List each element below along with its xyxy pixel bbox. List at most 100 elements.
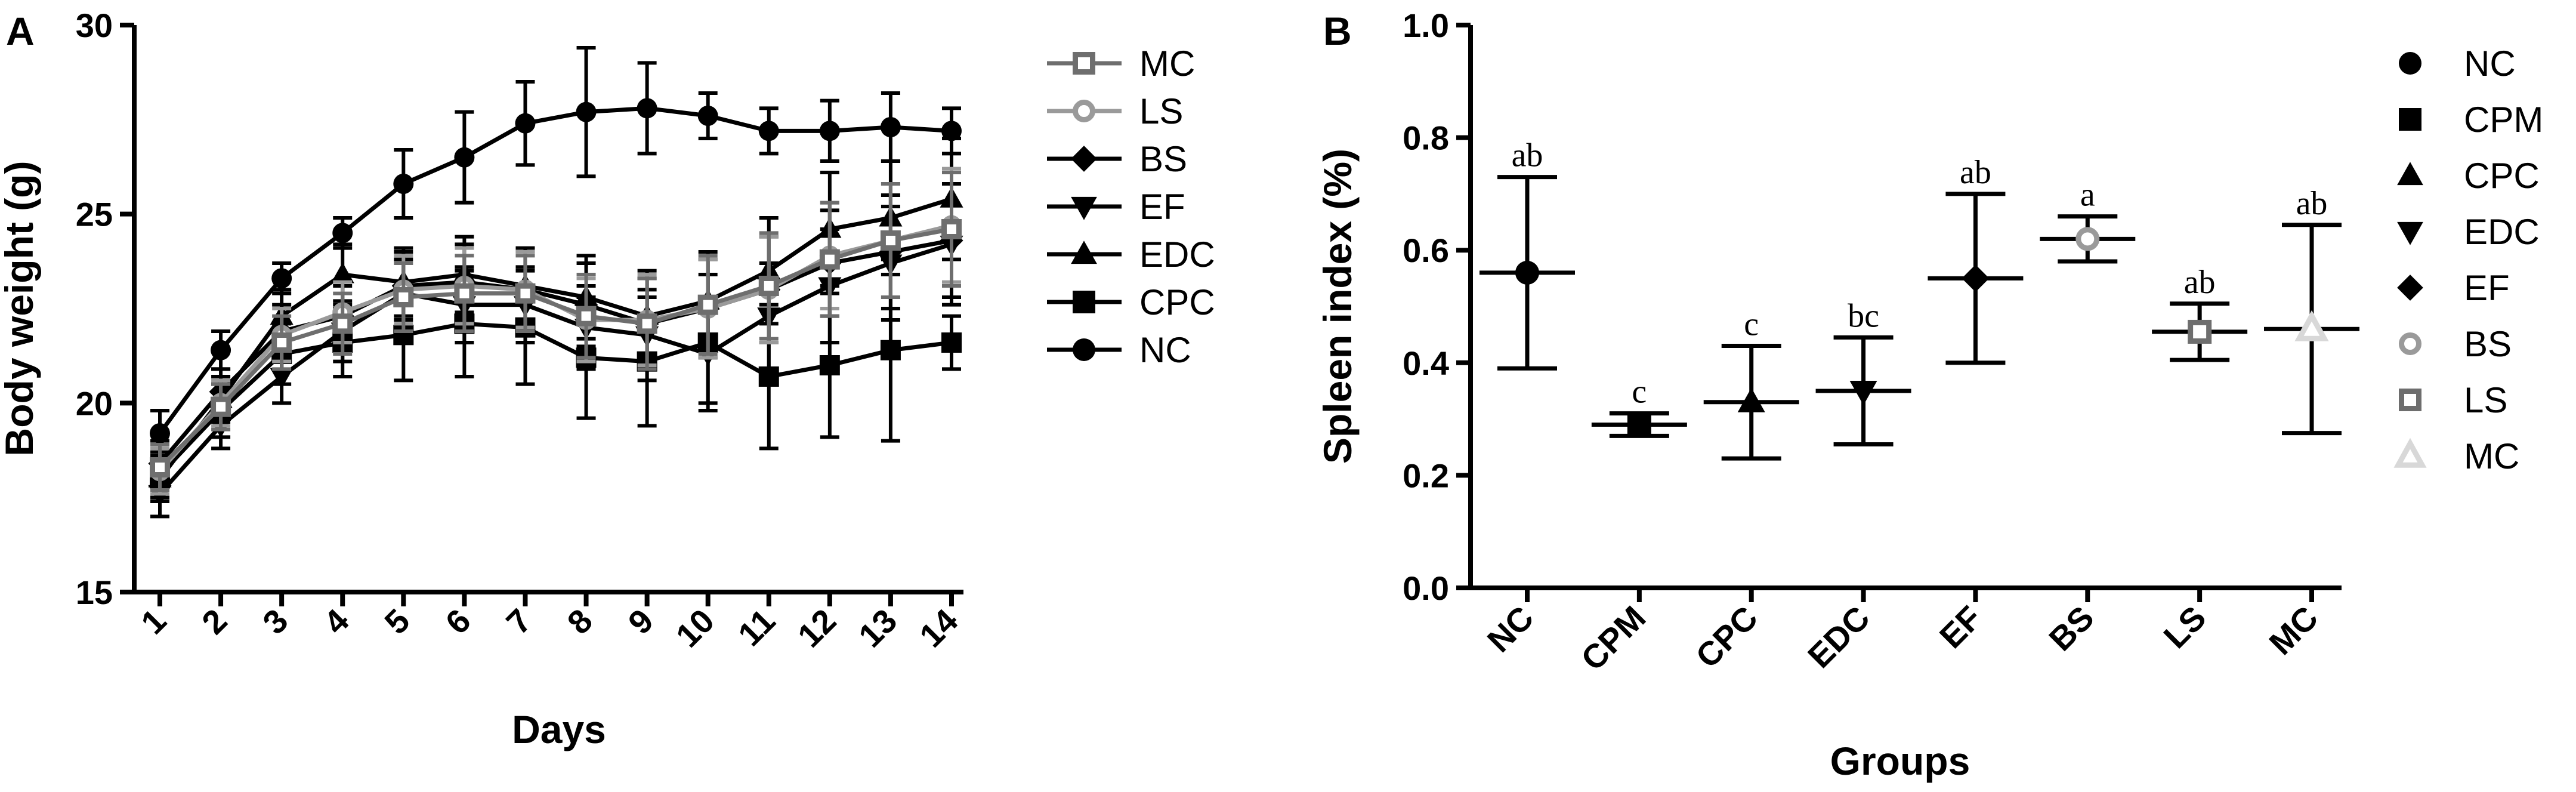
legend-item-bs: BS — [2399, 324, 2512, 364]
panel-a-y-ticks: 15 20 25 30 — [76, 7, 134, 611]
data-point — [880, 117, 901, 137]
legend-item-edc: EDC — [2397, 212, 2540, 252]
panel-a-legend: MC LS BS EF EDC CPC NC — [1047, 44, 1215, 370]
legend-label: CPC — [2464, 156, 2540, 196]
x-tick-label: 1 — [134, 602, 174, 642]
series-line — [158, 321, 952, 477]
panel-b-x-axis-title: Groups — [1830, 739, 1970, 783]
panel-b-y-axis-title: Spleen index (%) — [1315, 149, 1360, 464]
data-point — [393, 174, 414, 194]
panel-a-y-axis-title: Body weight (g) — [0, 161, 41, 457]
legend-marker — [2399, 108, 2421, 131]
legend-label: NC — [2464, 44, 2516, 84]
legend-marker — [2399, 52, 2421, 75]
x-tick-label: 12 — [790, 602, 844, 655]
legend-label: EF — [1139, 187, 1185, 227]
legend-marker — [2397, 221, 2423, 245]
x-tick-label: 5 — [377, 602, 417, 642]
legend-item-mc: MC — [1047, 44, 1195, 84]
legend-label: LS — [1139, 91, 1183, 131]
legend-marker — [2399, 332, 2421, 355]
x-tick-label: 14 — [912, 602, 965, 655]
data-point — [880, 340, 901, 360]
significance-label: c — [1744, 306, 1759, 343]
x-tick-label: LS — [2156, 599, 2213, 655]
x-tick-label: 8 — [560, 602, 600, 642]
x-tick-label: 4 — [316, 602, 356, 642]
panel-a-x-ticks: 1 2 3 4 5 6 7 8 9 10 11 12 13 14 — [134, 592, 965, 655]
series-nc — [150, 46, 962, 458]
group-ls: ab — [2152, 264, 2248, 362]
significance-label: ab — [1512, 137, 1543, 174]
panel-b-spleen-index-chart: B 0.0 0.2 0.4 0.6 0.8 1.0 NC CPM CPC EDC EF BS LS MC… — [1315, 7, 2543, 783]
legend-item-bs: BS — [1047, 139, 1187, 179]
y-tick-label: 25 — [76, 196, 113, 233]
data-point — [697, 106, 718, 126]
data-point — [576, 101, 597, 122]
legend-label: CPC — [1139, 282, 1215, 322]
data-point — [150, 423, 170, 443]
y-tick-label: 0.6 — [1403, 232, 1449, 269]
data-point — [515, 283, 536, 304]
legend-item-ls: LS — [1047, 91, 1183, 131]
data-point — [1849, 380, 1877, 405]
legend-item-cpm: CPM — [2399, 100, 2543, 140]
legend-label: EDC — [1139, 235, 1215, 275]
legend-marker — [1073, 52, 1095, 75]
data-point — [454, 283, 475, 304]
panel-b-y-ticks: 0.0 0.2 0.4 0.6 0.8 1.0 — [1403, 7, 1471, 607]
legend-marker — [2397, 275, 2423, 301]
legend-label: EDC — [2464, 212, 2540, 252]
data-point — [271, 332, 292, 353]
legend-label: BS — [2464, 324, 2512, 364]
data-point — [454, 147, 475, 168]
x-tick-label: 7 — [499, 602, 539, 642]
legend-marker — [1071, 241, 1097, 264]
significance-label: ab — [1960, 154, 1991, 191]
data-point — [1737, 387, 1765, 412]
legend-item-edc: EDC — [1047, 235, 1215, 275]
y-tick-label: 0.8 — [1403, 119, 1449, 157]
legend-marker — [1073, 291, 1095, 313]
legend-marker — [1071, 146, 1097, 172]
data-point — [941, 121, 962, 141]
x-tick-label: BS — [2041, 599, 2101, 658]
data-point — [758, 121, 779, 141]
data-point — [211, 340, 231, 360]
panel-b-x-ticks: NC CPM CPC EDC EF BS LS MC — [1480, 588, 2325, 677]
y-tick-label: 0.2 — [1403, 457, 1449, 494]
data-point — [270, 368, 294, 389]
significance-label: c — [1632, 374, 1647, 411]
data-point — [211, 396, 231, 417]
group-ef: ab — [1928, 154, 2024, 365]
data-point — [2075, 227, 2100, 251]
panel-b-letter: B — [1323, 9, 1352, 53]
y-tick-label: 20 — [76, 384, 113, 422]
data-point — [637, 313, 657, 334]
legend-item-ef: EF — [2397, 268, 2510, 308]
significance-label: a — [2080, 177, 2095, 214]
series-line — [158, 238, 952, 465]
group-cpc: c — [1703, 306, 1799, 461]
series-line — [158, 106, 952, 435]
y-tick-label: 30 — [76, 7, 113, 44]
legend-item-nc: NC — [2399, 44, 2516, 84]
group-mc: ab — [2264, 185, 2359, 436]
legend-label: BS — [1139, 139, 1187, 179]
significance-label: ab — [2296, 185, 2328, 222]
x-tick-label: CPM — [1574, 599, 1653, 678]
legend-label: EF — [2464, 268, 2510, 308]
data-point — [332, 313, 353, 334]
x-tick-label: EDC — [1800, 599, 1877, 675]
series-line — [158, 227, 952, 469]
legend-item-mc: MC — [2393, 436, 2519, 476]
panel-b-points: ab c c bc ab a ab ab — [1479, 137, 2359, 461]
panel-b-legend: NC CPM CPC EDC EF BS LS MC — [2393, 44, 2543, 476]
legend-label: MC — [1139, 44, 1195, 84]
legend-marker — [2397, 162, 2423, 186]
data-point — [1515, 260, 1539, 285]
series-mc — [150, 171, 962, 492]
data-point — [393, 287, 414, 307]
